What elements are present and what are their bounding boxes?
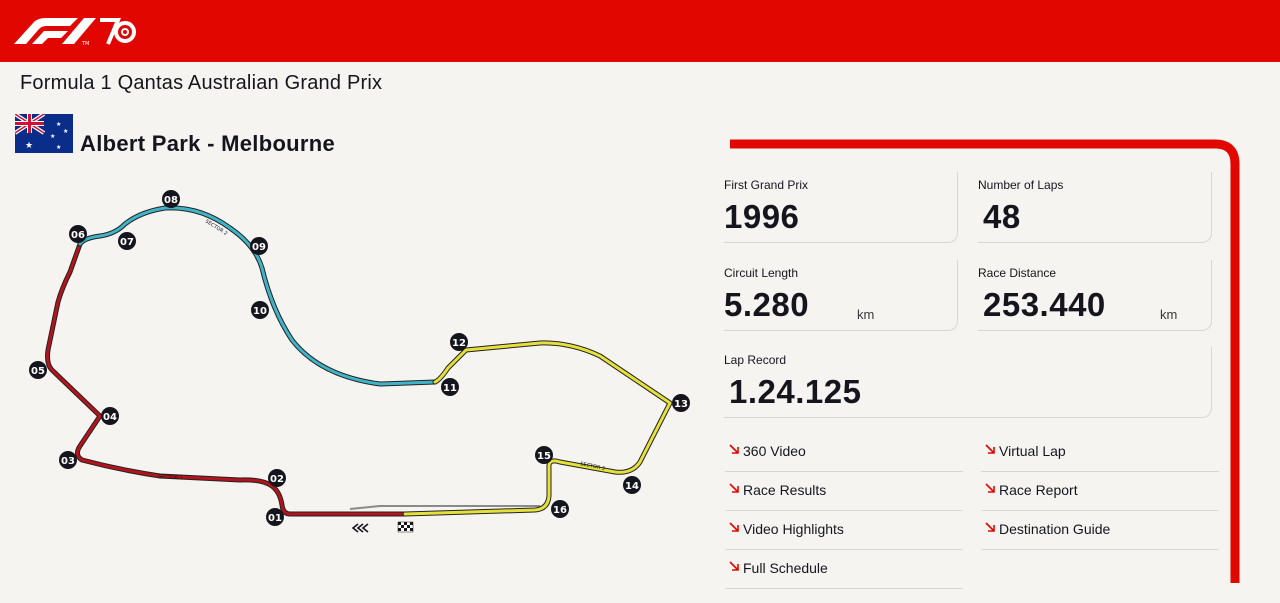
corner-marker: 07: [118, 232, 136, 250]
link-destination-guide[interactable]: Destination Guide: [981, 511, 1219, 550]
link-virtual-lap[interactable]: Virtual Lap: [981, 433, 1219, 472]
corner-marker: 06: [69, 225, 87, 243]
svg-text:07: 07: [120, 237, 134, 248]
sector-3-label: SECTOR 3: [580, 461, 606, 472]
arrow-down-right-icon: [729, 483, 739, 493]
event-title: Formula 1 Qantas Australian Grand Prix: [20, 72, 383, 94]
circuit-name: Albert Park - Melbourne: [80, 131, 336, 156]
link-race-results[interactable]: Race Results: [725, 472, 963, 511]
corner-marker: 15: [535, 446, 553, 464]
start-direction-icon: [351, 523, 369, 533]
svg-text:03: 03: [61, 456, 75, 467]
link-video-highlights[interactable]: Video Highlights: [725, 511, 963, 550]
corner-marker: 02: [268, 469, 286, 487]
svg-text:★: ★: [63, 128, 68, 135]
sector-1-label: SECTOR 1: [158, 474, 183, 481]
arrow-down-right-icon: [985, 483, 995, 493]
svg-text:11: 11: [443, 383, 457, 394]
corner-marker: 13: [672, 394, 690, 412]
arrow-down-right-icon: [729, 522, 739, 532]
svg-text:★: ★: [56, 121, 61, 128]
stat-value: 1996: [724, 198, 800, 235]
stat-lap-record: Lap Record 1.24.125: [724, 347, 1212, 418]
australia-flag: ★ ★ ★ ★ ★: [15, 114, 73, 153]
stat-value: 48: [983, 198, 1021, 235]
stat-circuit-length: Circuit Length 5.280 km: [724, 260, 958, 331]
stat-label: First Grand Prix: [724, 178, 809, 192]
corner-marker: 11: [441, 378, 459, 396]
svg-text:02: 02: [270, 474, 284, 485]
pit-lane: [349, 505, 540, 510]
stat-value: 5.280: [724, 286, 810, 323]
arrow-down-right-icon: [729, 444, 739, 454]
circuit-map: SECTOR 1 SECTOR 2 SECTOR 3 01 02 03 04 0…: [29, 190, 690, 533]
stat-value: 253.440: [983, 286, 1106, 323]
corner-marker: 16: [551, 500, 569, 518]
sector-2-track: [77, 205, 438, 387]
svg-text:★: ★: [56, 144, 61, 151]
svg-text:01: 01: [268, 513, 282, 524]
top-bar: TM: [0, 0, 1280, 62]
stat-unit: km: [1160, 307, 1178, 322]
link-race-report[interactable]: Race Report: [981, 472, 1219, 511]
svg-text:08: 08: [164, 195, 178, 206]
svg-text:12: 12: [452, 338, 466, 349]
svg-text:09: 09: [252, 242, 266, 253]
corner-marker: 03: [59, 451, 77, 469]
svg-text:16: 16: [553, 505, 567, 516]
stat-value: 1.24.125: [729, 373, 862, 410]
stat-unit: km: [857, 307, 875, 322]
stat-label: Lap Record: [724, 353, 787, 367]
link-full-schedule[interactable]: Full Schedule: [725, 550, 963, 589]
svg-text:14: 14: [625, 481, 639, 492]
link-360-video[interactable]: 360 Video: [725, 433, 963, 472]
svg-text:06: 06: [71, 230, 85, 241]
f1-70-logo[interactable]: TM: [12, 14, 138, 48]
stat-label: Circuit Length: [724, 266, 799, 280]
corner-marker: 09: [250, 237, 268, 255]
stat-first-grand-prix: First Grand Prix 1996: [724, 172, 958, 243]
checkered-flag-icon: [397, 521, 414, 533]
corner-marker: 05: [29, 361, 47, 379]
svg-text:TM: TM: [81, 41, 89, 47]
stat-race-distance: Race Distance 253.440 km: [978, 260, 1212, 331]
svg-text:10: 10: [253, 306, 267, 317]
arrow-down-right-icon: [985, 522, 995, 532]
stat-label: Race Distance: [978, 266, 1057, 280]
svg-text:04: 04: [103, 412, 117, 423]
svg-text:15: 15: [537, 451, 551, 462]
arrow-down-right-icon: [729, 561, 739, 571]
corner-marker: 14: [623, 476, 641, 494]
svg-text:★: ★: [50, 133, 55, 140]
svg-text:05: 05: [31, 366, 45, 377]
corner-marker: 12: [450, 333, 468, 351]
stat-label: Number of Laps: [978, 178, 1064, 192]
corner-marker: 04: [101, 407, 119, 425]
svg-text:★: ★: [25, 141, 33, 151]
corner-marker: 01: [266, 508, 284, 526]
stat-number-of-laps: Number of Laps 48: [978, 172, 1212, 243]
arrow-down-right-icon: [985, 444, 995, 454]
corner-marker: 08: [162, 190, 180, 208]
svg-text:13: 13: [674, 399, 688, 410]
corner-marker: 10: [251, 301, 269, 319]
